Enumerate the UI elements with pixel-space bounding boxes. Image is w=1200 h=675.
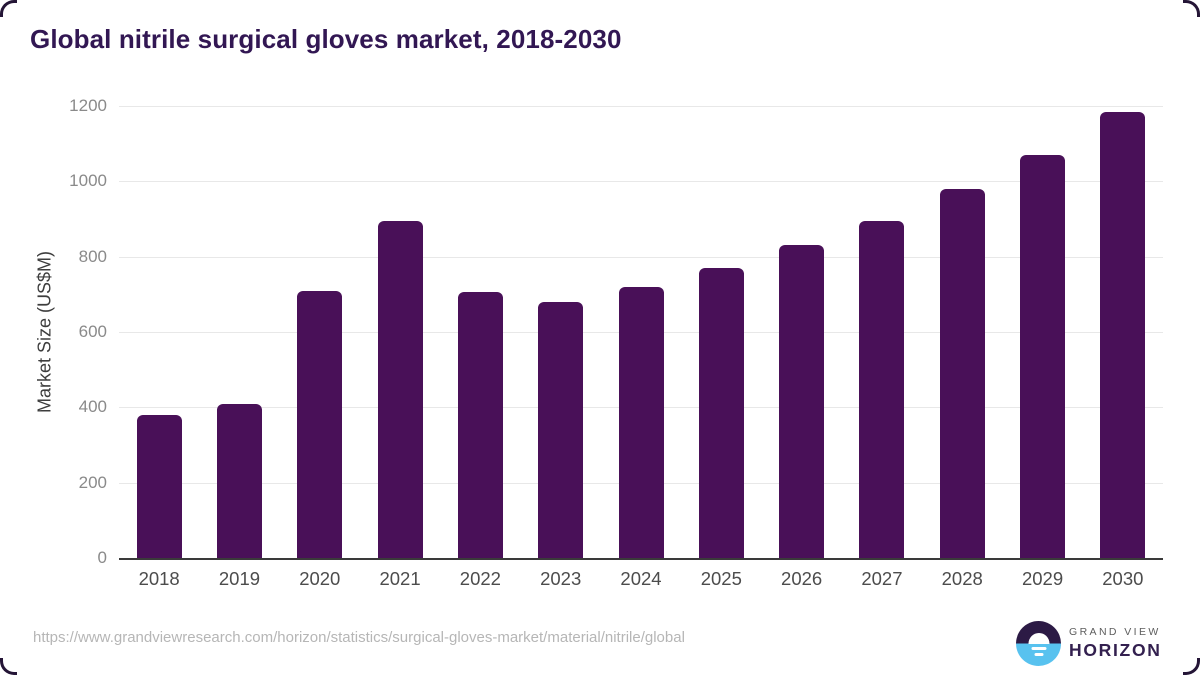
- x-axis-label-2020: 2020: [299, 568, 341, 589]
- bar-2028: [939, 188, 985, 558]
- x-axis-label-2029: 2029: [1021, 568, 1064, 589]
- horizon-sun-icon: [1016, 621, 1061, 666]
- x-axis-label-2028: 2028: [941, 568, 983, 589]
- sun-reflection-line: [1034, 652, 1043, 656]
- frame-corner-bottom-left: [0, 658, 17, 675]
- x-axis-label-2023: 2023: [540, 568, 582, 589]
- sun-arch-shape: [1028, 633, 1049, 644]
- bar-2030: [1100, 111, 1146, 558]
- x-axis-label-2019: 2019: [218, 568, 261, 589]
- y-axis-tick-1200: 1200: [69, 96, 107, 115]
- source-url: https://www.grandviewresearch.com/horizo…: [33, 629, 685, 646]
- frame-corner-bottom-right: [1183, 658, 1200, 675]
- gridline-1000: [119, 181, 1163, 183]
- y-axis-tick-0: 0: [97, 548, 107, 567]
- sun-reflection-line: [1031, 646, 1046, 650]
- logo-text: GRAND VIEW HORIZON: [1069, 626, 1162, 661]
- bar-2023: [538, 301, 584, 558]
- x-axis-label-2021: 2021: [379, 568, 421, 589]
- y-axis-tick-600: 600: [78, 322, 107, 341]
- x-axis-label-2024: 2024: [620, 568, 662, 589]
- y-axis-tick-1000: 1000: [69, 171, 107, 191]
- x-axis-label-2022: 2022: [459, 568, 501, 589]
- frame-corner-top-right: [1183, 0, 1200, 17]
- x-axis-labels: 2018 2019 2020 2021 2022 2023 2024 2025 2026 2027…: [119, 568, 1163, 596]
- chart-title: Global nitrile surgical gloves market, 2…: [30, 24, 622, 54]
- bar-2027: [859, 220, 905, 558]
- plot-area: [119, 106, 1163, 560]
- gridline-1200: [119, 106, 1163, 107]
- y-axis-tick-400: 400: [78, 397, 107, 417]
- x-axis-label-2030: 2030: [1102, 568, 1144, 589]
- gridline-800: [119, 256, 1163, 258]
- bar-2029: [1020, 154, 1066, 558]
- y-axis-tick-200: 200: [78, 472, 107, 492]
- bar-2018: [136, 414, 182, 558]
- y-axis-labels: 0 200 400 600 800 1000 1200: [0, 96, 107, 567]
- bar-2026: [779, 245, 825, 558]
- bar-2020: [297, 290, 343, 558]
- x-axis-label-2018: 2018: [138, 568, 180, 589]
- y-axis-tick-800: 800: [78, 246, 107, 266]
- bar-2021: [377, 220, 423, 558]
- bar-2024: [618, 286, 664, 558]
- bar-2025: [698, 267, 744, 558]
- grand-view-horizon-logo: GRAND VIEW HORIZON: [1016, 620, 1176, 668]
- bar-2019: [216, 403, 262, 558]
- logo-horizon-label: HORIZON: [1069, 640, 1162, 660]
- bar-2022: [457, 292, 503, 558]
- logo-grand-view-label: GRAND VIEW: [1069, 626, 1161, 638]
- frame-corner-top-left: [0, 0, 17, 17]
- x-axis-label-2025: 2025: [700, 568, 742, 589]
- x-axis-label-2027: 2027: [861, 568, 903, 589]
- y-axis-title: Market Size (US$M): [34, 250, 55, 414]
- x-axis-label-2026: 2026: [781, 568, 823, 589]
